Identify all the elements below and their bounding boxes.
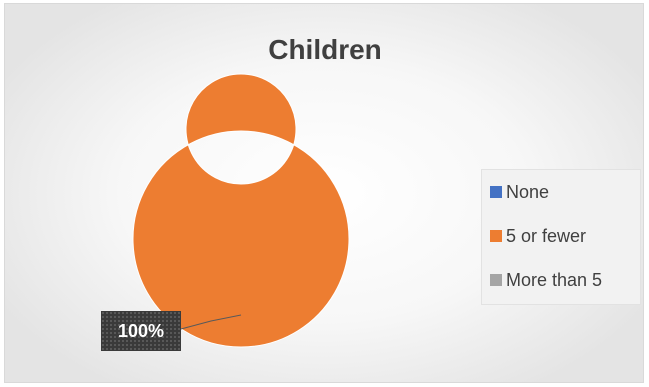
- legend-label-none: None: [506, 181, 550, 202]
- legend-label-more-than-5: More than 5: [506, 269, 603, 290]
- chart-area: Children None 5 or fewer More than 5 100…: [4, 3, 644, 383]
- legend-item-none: None: [490, 180, 549, 204]
- legend-swatch-none: [490, 186, 502, 198]
- legend: None 5 or fewer More than 5: [481, 169, 641, 305]
- data-label-5-or-fewer: 100%: [101, 311, 181, 351]
- doughnut-plot: [132, 73, 350, 348]
- legend-item-5-or-fewer: 5 or fewer: [490, 224, 586, 248]
- doughnut-slice-5-or-fewer: [132, 73, 350, 348]
- legend-item-more-than-5: More than 5: [490, 268, 602, 292]
- legend-label-5-or-fewer: 5 or fewer: [506, 225, 587, 246]
- legend-swatch-5-or-fewer: [490, 230, 502, 242]
- chart-title: Children: [268, 34, 382, 65]
- data-label-leader-line: [180, 314, 242, 330]
- legend-swatch-more-than-5: [490, 274, 502, 286]
